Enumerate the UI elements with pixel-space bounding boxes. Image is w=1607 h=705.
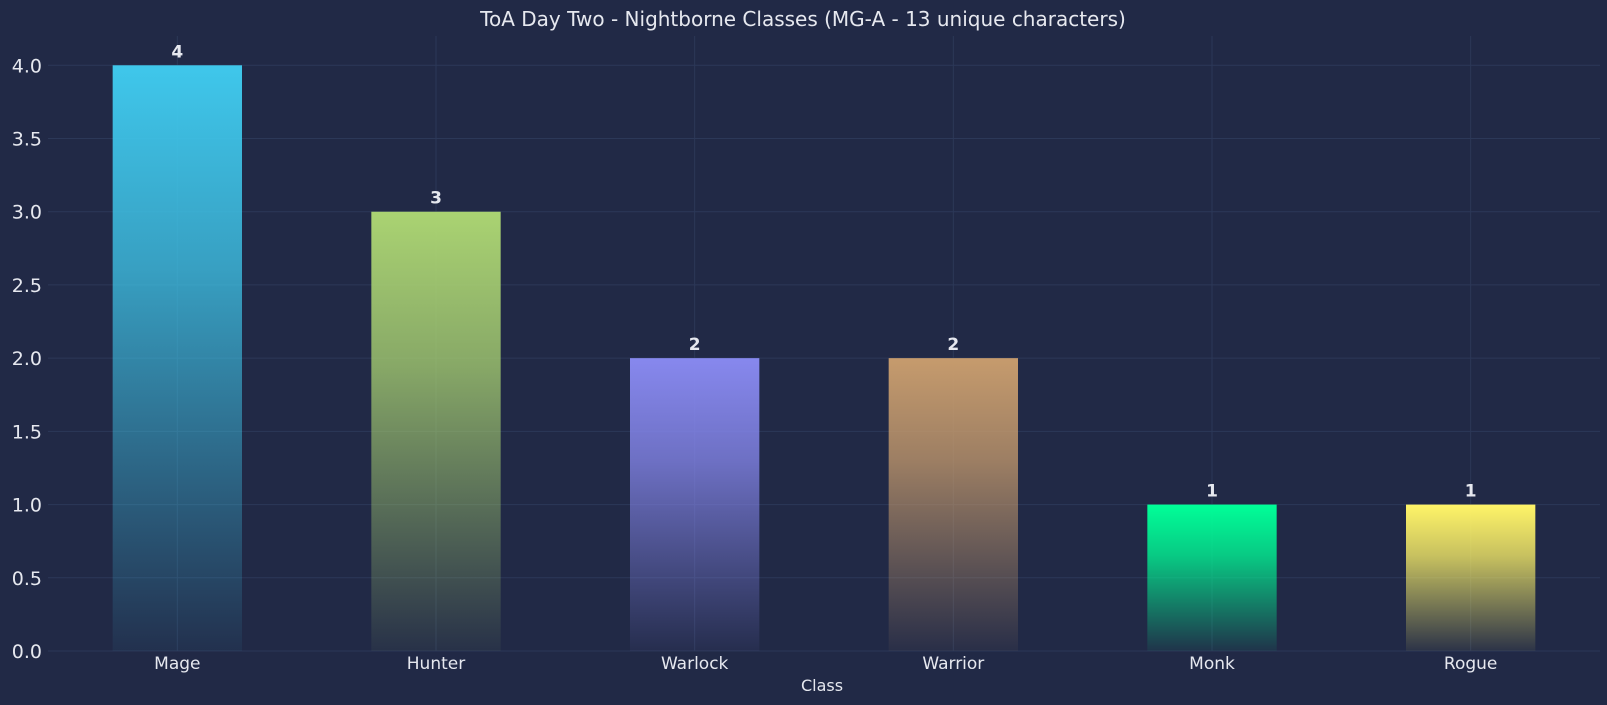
y-tick-label: 3.5: [12, 129, 42, 151]
bar-hunter: [371, 211, 501, 651]
y-tick-label: 4.0: [12, 55, 42, 77]
bar-rogue: [1406, 504, 1536, 651]
x-tick-label: Hunter: [407, 654, 465, 674]
data-labels: 4 3 2 2 1 1: [171, 42, 1476, 501]
y-tick-label: 1.5: [12, 421, 42, 443]
y-tick-label: 2.0: [12, 348, 42, 370]
y-tick-label: 2.5: [12, 275, 42, 297]
bar-mage: [112, 65, 243, 652]
grid-lines: [48, 36, 1600, 652]
bar-warrior: [888, 358, 1018, 651]
data-label-rogue: 1: [1465, 482, 1477, 502]
data-label-warlock: 2: [689, 335, 701, 355]
x-axis: Mage Hunter Warlock Warrior Monk Rogue: [154, 654, 1497, 674]
x-tick-label: Monk: [1189, 654, 1235, 674]
bars: [112, 65, 1536, 652]
x-tick-label: Warrior: [922, 654, 984, 674]
bar-warlock: [630, 358, 760, 651]
y-tick-label: 1.0: [12, 495, 42, 517]
bar-monk: [1147, 504, 1277, 651]
data-label-monk: 1: [1206, 482, 1218, 502]
y-tick-label: 0.5: [12, 568, 42, 590]
chart-title: ToA Day Two - Nightborne Classes (MG-A -…: [479, 7, 1126, 31]
data-label-hunter: 3: [430, 189, 442, 209]
data-label-warrior: 2: [947, 335, 959, 355]
y-tick-label: 3.0: [12, 202, 42, 224]
data-label-mage: 4: [171, 42, 183, 62]
x-axis-label: Class: [801, 676, 843, 695]
x-tick-label: Rogue: [1444, 654, 1497, 674]
x-tick-label: Warlock: [661, 654, 729, 674]
y-axis: 0.0 0.5 1.0 1.5 2.0 2.5 3.0 3.5 4.0: [12, 55, 42, 663]
x-tick-label: Mage: [154, 654, 200, 674]
y-tick-label: 0.0: [12, 641, 42, 663]
